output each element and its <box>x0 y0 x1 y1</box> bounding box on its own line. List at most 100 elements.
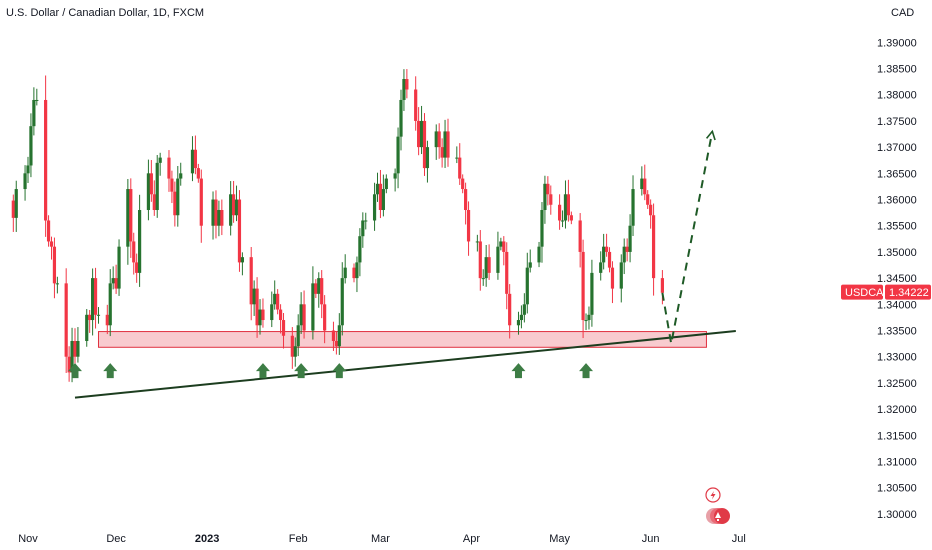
candle-body <box>508 293 512 326</box>
candle-body <box>525 267 529 305</box>
candle-body <box>234 199 239 216</box>
candle-body <box>396 136 400 174</box>
candle-body <box>281 320 286 336</box>
candle-body <box>434 131 438 148</box>
candle-body <box>499 241 503 247</box>
candle-body <box>443 131 447 158</box>
candle-body <box>372 194 377 221</box>
candle-body <box>67 356 71 373</box>
candle-body <box>93 278 98 315</box>
symbol-badge <box>841 284 883 300</box>
candle-body <box>52 246 57 284</box>
candle-body <box>381 189 385 211</box>
candle-body <box>399 99 403 137</box>
candle-body <box>487 257 491 273</box>
candle-body <box>105 314 109 326</box>
time-tick-label: Mar <box>371 533 390 545</box>
candle-body <box>111 278 115 284</box>
time-tick-label: Jul <box>732 533 746 545</box>
candle-body <box>220 210 224 226</box>
candle-body <box>422 120 427 169</box>
candle-body <box>604 246 609 252</box>
candle-body <box>29 126 33 166</box>
candle-body <box>402 79 406 100</box>
time-tick-label: 2023 <box>195 533 219 545</box>
candle-body <box>26 165 30 174</box>
candle-body <box>23 173 27 190</box>
candle-body <box>364 220 368 222</box>
candle-body <box>302 304 306 331</box>
forecast-path <box>661 131 714 344</box>
candle-body <box>70 340 74 373</box>
candle-body <box>76 340 80 357</box>
candle-body <box>135 262 139 273</box>
price-tick-label: 1.32000 <box>877 404 917 416</box>
candle-body <box>299 304 303 326</box>
time-tick-label: May <box>549 533 570 545</box>
price-tick-label: 1.33500 <box>877 326 917 338</box>
price-axis-currency: CAD <box>891 7 915 19</box>
candle-body <box>88 314 92 321</box>
candle-body <box>158 157 162 163</box>
candle-body <box>546 183 550 195</box>
candle-body <box>560 220 565 222</box>
candle-body <box>132 241 136 263</box>
candle-body <box>196 168 200 179</box>
candle-body <box>599 262 603 273</box>
support-arrow-icon <box>67 363 82 379</box>
candle-body <box>563 194 568 221</box>
candle-body <box>129 189 133 242</box>
symbol-label: USDCAD <box>845 287 892 299</box>
candle-body <box>252 288 256 305</box>
price-tick-label: 1.38500 <box>877 64 917 76</box>
candle-body <box>176 178 180 216</box>
chart-title: U.S. Dollar / Canadian Dollar, 1D, FXCM <box>6 7 205 19</box>
candle-body <box>378 183 383 211</box>
candle-body <box>138 210 142 273</box>
candle-body <box>320 278 324 305</box>
candle-body <box>375 183 380 195</box>
candle-body <box>466 210 471 242</box>
candle-body <box>255 288 259 326</box>
candle-body <box>276 293 280 310</box>
price-tick-label: 1.35500 <box>877 221 917 233</box>
candle-body <box>240 257 245 263</box>
candle-body <box>607 251 612 268</box>
candle-body <box>478 241 482 279</box>
price-tick-label: 1.38000 <box>877 90 917 102</box>
candle-body <box>417 120 421 148</box>
candle-body <box>278 309 283 321</box>
candle-body <box>170 178 174 192</box>
price-tick-label: 1.34000 <box>877 299 917 311</box>
price-tick-label: 1.34500 <box>877 273 917 285</box>
candle-body <box>419 120 424 148</box>
price-tick-label: 1.39000 <box>877 37 917 49</box>
support-arrows-layer <box>67 363 594 379</box>
last-price-badge <box>885 284 931 300</box>
support-arrow-icon <box>332 363 347 379</box>
candle-body <box>44 99 48 221</box>
price-tick-label: 1.33000 <box>877 352 917 364</box>
candle-body <box>290 335 294 357</box>
candle-body <box>540 210 544 247</box>
candle-body <box>578 220 582 252</box>
candle-body <box>602 246 606 263</box>
candle-body <box>11 200 15 218</box>
candle-body <box>126 189 130 247</box>
candle-body <box>85 314 89 341</box>
candle-body <box>214 199 218 226</box>
support-arrow-icon <box>511 363 526 379</box>
candle-body <box>231 194 236 216</box>
candle-body <box>343 267 347 279</box>
candle-body <box>461 178 465 190</box>
candle-body <box>464 189 468 211</box>
candle-body <box>543 183 547 211</box>
candle-body <box>414 89 418 121</box>
candle-body <box>458 157 462 179</box>
candle-body <box>173 191 177 216</box>
candle-body <box>152 194 156 211</box>
flash-icon[interactable] <box>705 487 721 503</box>
economic-events-icon[interactable] <box>706 508 730 524</box>
